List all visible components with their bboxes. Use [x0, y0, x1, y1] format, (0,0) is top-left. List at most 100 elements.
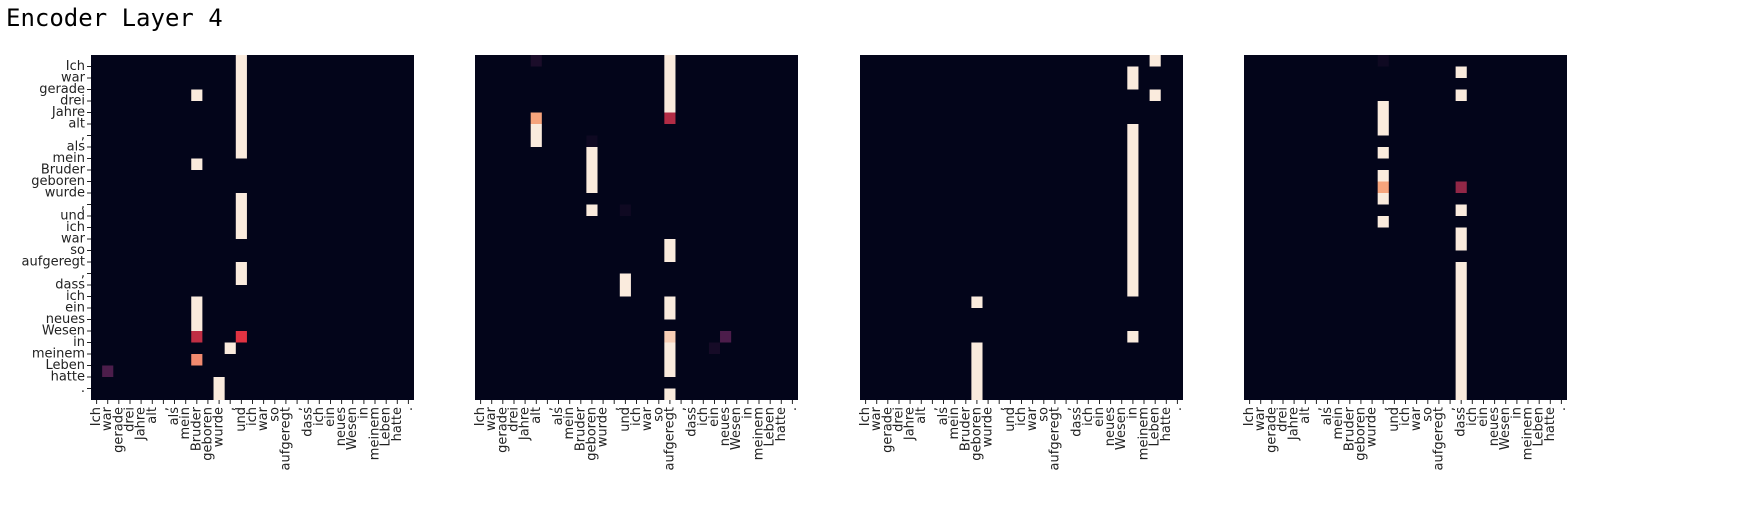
- x-tick-label: Wesen: [1498, 407, 1513, 450]
- x-tick-label: ,: [674, 407, 689, 411]
- x-tick-label: ein: [1092, 407, 1107, 427]
- x-tick-label: Ich: [473, 407, 488, 426]
- heatmap-cell: [1377, 55, 1389, 67]
- x-tick-label: Bruder: [573, 406, 588, 451]
- x-tick-label: meinem: [368, 407, 383, 460]
- heatmap-cell: [1127, 216, 1139, 228]
- heatmap-cell: [530, 124, 542, 136]
- x-tick-label: mein: [947, 407, 962, 440]
- heatmap-cell: [664, 308, 676, 320]
- y-tick-label: .: [81, 381, 85, 396]
- heatmap-cell: [619, 204, 631, 216]
- heatmap-cell: [586, 135, 598, 147]
- heatmap-cell: [235, 101, 247, 113]
- heatmap-cell: [235, 89, 247, 101]
- x-tick-label: dass: [301, 407, 316, 437]
- heatmap-cell: [586, 170, 598, 182]
- heatmap-cell: [530, 55, 542, 67]
- x-tick-label: Leben: [1148, 407, 1163, 447]
- x-tick-label: Ich: [858, 407, 873, 426]
- x-tick-label: neues: [718, 407, 733, 446]
- heatmap-cell: [235, 112, 247, 124]
- y-tick-label: mein: [52, 151, 85, 166]
- heatmap-cell: [530, 135, 542, 147]
- x-tick-label: Jahre: [518, 407, 533, 441]
- x-tick-label: Wesen: [1114, 407, 1129, 450]
- heatmap-cell: [664, 66, 676, 78]
- x-tick-label: neues: [1103, 407, 1118, 446]
- x-tick-label: als: [1320, 407, 1335, 426]
- heatmap-cell: [1455, 89, 1467, 101]
- x-tick-label: ,: [1443, 407, 1458, 411]
- heatmap-cell: [1455, 377, 1467, 389]
- heatmap-cell: [1455, 239, 1467, 251]
- heatmap-cell: [1455, 273, 1467, 285]
- x-tick-label: ich: [696, 407, 711, 426]
- x-tick-label: gerade: [1264, 407, 1279, 453]
- heatmap-cell: [1455, 308, 1467, 320]
- x-tick-label: Wesen: [729, 407, 744, 450]
- heatmap-cell: [1455, 204, 1467, 216]
- heatmap-cell: [191, 89, 203, 101]
- heatmap-cell: [1377, 112, 1389, 124]
- y-tick-label: so: [70, 243, 85, 258]
- heatmap-cell: [1455, 388, 1467, 400]
- heatmap-cell: [1377, 216, 1389, 228]
- heatmap-cell: [1127, 135, 1139, 147]
- x-tick-label: dass: [685, 407, 700, 437]
- heatmap-cell: [971, 354, 983, 366]
- heatmap-cell: [213, 388, 225, 400]
- y-tick-label: Wesen: [42, 324, 85, 339]
- y-tick-label: und: [60, 209, 85, 224]
- heatmap-cell: [1377, 181, 1389, 193]
- heatmap-cell: [1127, 181, 1139, 193]
- heatmap-cell: [1127, 66, 1139, 78]
- x-tick-label: ich: [1081, 407, 1096, 426]
- x-tick-label: war: [1025, 406, 1040, 431]
- heatmap-cell: [213, 377, 225, 389]
- heatmap-cell: [664, 388, 676, 400]
- x-tick-label: Bruder: [1342, 406, 1357, 451]
- x-tick-label: ich: [245, 407, 260, 426]
- x-tick-label: Leben: [1532, 407, 1547, 447]
- y-tick-label: aufgeregt: [22, 255, 85, 270]
- x-tick-label: neues: [1487, 407, 1502, 446]
- figure-title: Encoder Layer 4: [6, 4, 223, 32]
- y-tick-label: gerade: [39, 82, 85, 97]
- x-tick-label: wurde: [212, 407, 227, 447]
- y-tick-label: ein: [65, 301, 85, 316]
- heatmap-cell: [1455, 342, 1467, 354]
- x-tick-label: gerade: [880, 407, 895, 453]
- x-tick-label: wurde: [981, 407, 996, 447]
- x-tick-label: und: [234, 407, 249, 432]
- x-tick-label: so: [267, 407, 282, 422]
- x-tick-label: ein: [1476, 407, 1491, 427]
- heatmap-panel-1: IchwargeradedreiJahrealt,alsmeinBruderge…: [22, 55, 416, 470]
- y-tick-label: Ich: [66, 59, 85, 74]
- heatmap-cell: [971, 388, 983, 400]
- heatmap-cell: [235, 216, 247, 228]
- x-tick-label: ,: [156, 407, 171, 411]
- y-tick-label: ich: [66, 220, 85, 235]
- heatmap-cell: [235, 273, 247, 285]
- heatmap-cell: [720, 331, 732, 343]
- x-tick-label: als: [936, 407, 951, 426]
- heatmap-cell: [1455, 66, 1467, 78]
- x-tick-label: ein: [707, 407, 722, 427]
- x-tick-label: alt: [145, 407, 160, 424]
- heatmap-cell: [664, 250, 676, 262]
- x-tick-label: drei: [892, 407, 907, 432]
- heatmap-cell: [586, 181, 598, 193]
- x-tick-label: mein: [562, 407, 577, 440]
- heatmap-cell: [1149, 89, 1161, 101]
- heatmap-cell: [664, 55, 676, 67]
- x-tick-label: war: [484, 406, 499, 431]
- x-tick-label: mein: [1331, 407, 1346, 440]
- x-tick-label: geboren: [969, 407, 984, 461]
- x-tick-label: ,: [1376, 407, 1391, 411]
- x-tick-label: in: [1125, 407, 1140, 419]
- heatmap-cell: [1127, 147, 1139, 159]
- heatmap-cell: [1127, 239, 1139, 251]
- heatmap-background: [91, 55, 414, 400]
- heatmap-cell: [1127, 331, 1139, 343]
